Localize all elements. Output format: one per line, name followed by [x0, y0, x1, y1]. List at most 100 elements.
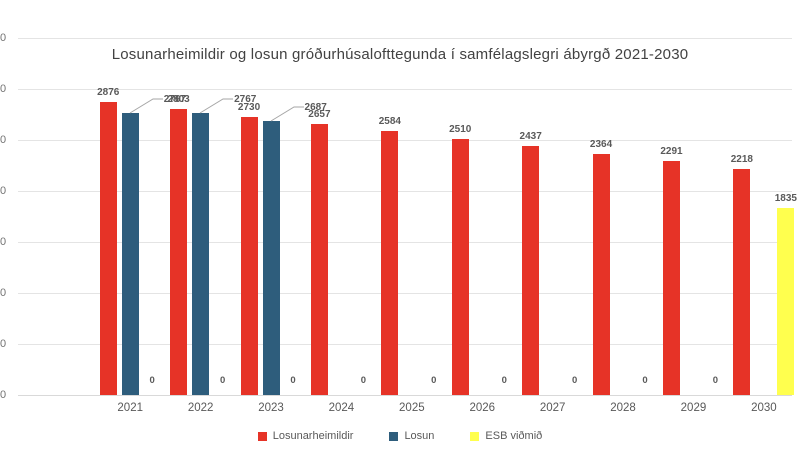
legend-item-losunarheimildir[interactable]: Losunarheimildir: [257, 430, 354, 442]
slot-losun: 2767: [192, 38, 256, 395]
slot-losun: [474, 38, 491, 395]
bar-losunarheimildir[interactable]: [381, 131, 399, 395]
slot-esb-viðmið: 0: [285, 38, 302, 395]
x-axis-label-2029: 2029: [680, 402, 707, 414]
data-label-zero: 0: [290, 375, 296, 386]
data-label: 2218: [730, 153, 753, 165]
x-axis-label-2025: 2025: [399, 402, 425, 414]
x-axis-label-2023: 2023: [258, 402, 284, 414]
y-axis-tick-label: 0: [0, 32, 7, 44]
slot-esb-viðmið: 1835: [774, 38, 797, 395]
gridline: [18, 344, 792, 345]
gridline: [18, 242, 792, 243]
data-label: 1835: [774, 192, 797, 204]
data-label-zero: 0: [360, 375, 367, 386]
bar-group-2026: 2510 0: [447, 38, 517, 395]
callout-leader-line: [270, 106, 304, 122]
slot-esb-viðmið: 0: [214, 38, 231, 395]
plot-area: 2876 2767 0 2803 2767 0 2730 2687 0 2657 0 2584 0 251…: [95, 38, 799, 395]
data-label-zero: 0: [431, 375, 437, 386]
legend-label: ESB viðmið: [485, 430, 543, 442]
bar-losunarheimildir[interactable]: [592, 153, 610, 395]
x-axis-label-2022: 2022: [187, 402, 214, 414]
y-axis-tick-label: 0: [0, 185, 7, 197]
slot-losun: 2767: [121, 38, 186, 395]
bar-group-2028: 2364 0: [588, 38, 658, 395]
bar-group-2029: 2291 0: [658, 38, 728, 395]
bar-group-2030: 2218 1835: [729, 38, 799, 395]
slot-losun: [333, 38, 350, 395]
data-label-zero: 0: [571, 375, 578, 386]
bar-losun[interactable]: [262, 120, 280, 395]
gridline: [18, 38, 792, 39]
y-axis-tick-label: 0: [0, 83, 7, 95]
slot-losun: [403, 38, 420, 395]
gridline: [18, 89, 792, 90]
legend-item-losun[interactable]: Losun: [389, 430, 434, 442]
chart-legend: Losunarheimildir Losun ESB viðmið: [0, 430, 800, 442]
slot-losunarheimildir: 2657: [308, 38, 331, 395]
slot-losunarheimildir: 2584: [379, 38, 401, 395]
x-axis-label-2030: 2030: [751, 402, 777, 414]
slot-losun: 2687: [262, 38, 327, 395]
bar-group-2022: 2803 2767 0: [165, 38, 256, 395]
x-axis-label-2028: 2028: [610, 402, 636, 414]
bar-losunarheimildir[interactable]: [451, 138, 469, 395]
y-axis-tick-label: 0: [0, 389, 7, 401]
data-label: 2767: [163, 93, 186, 105]
bar-losun[interactable]: [121, 112, 139, 395]
slot-losun: [615, 38, 632, 395]
data-label-zero: 0: [501, 375, 507, 386]
bar-losunarheimildir[interactable]: [733, 168, 751, 395]
data-label: 2876: [97, 86, 120, 98]
bar-losunarheimildir[interactable]: [99, 101, 117, 395]
gridline: [18, 191, 792, 192]
callout-leader-line: [199, 98, 234, 114]
slot-losunarheimildir: 2510: [449, 38, 472, 395]
bar-losunarheimildir[interactable]: [522, 146, 540, 395]
data-label: 2510: [449, 123, 472, 135]
bar-losunarheimildir[interactable]: [240, 116, 258, 395]
bar-group-2023: 2730 2687 0: [236, 38, 327, 395]
slot-losunarheimildir: 2364: [590, 38, 612, 395]
x-axis-label-2024: 2024: [328, 402, 355, 414]
gridline: [18, 293, 792, 294]
slot-losun: [544, 38, 561, 395]
y-axis-tick-label: 0: [0, 287, 7, 299]
legend-swatch-icon: [257, 431, 267, 441]
slot-losunarheimildir: 2218: [730, 38, 753, 395]
bar-group-2021: 2876 2767 0: [95, 38, 186, 395]
slot-losunarheimildir: 2437: [520, 38, 542, 395]
slot-esb-viðmið: 0: [425, 38, 442, 395]
data-label: 2767: [234, 93, 257, 105]
bar-losunarheimildir[interactable]: [170, 109, 188, 395]
bar-losun[interactable]: [192, 112, 210, 395]
data-label: 2291: [660, 146, 683, 158]
data-label: 2657: [308, 109, 331, 120]
x-axis-line: [18, 395, 792, 396]
data-label-zero: 0: [642, 375, 648, 386]
bar-group-2027: 2437 0: [517, 38, 587, 395]
slot-esb-viðmið: 0: [566, 38, 583, 395]
x-axis-label-2026: 2026: [469, 402, 496, 414]
slot-losunarheimildir: 2291: [660, 38, 683, 395]
slot-losunarheimildir: 2730: [238, 38, 260, 395]
bar-losunarheimildir[interactable]: [310, 124, 328, 395]
legend-label: Losunarheimildir: [272, 430, 354, 442]
data-label-zero: 0: [219, 375, 226, 386]
x-axis-label-2021: 2021: [117, 402, 143, 414]
slot-esb-viðmið: 0: [707, 38, 724, 395]
slot-losun: [755, 38, 772, 395]
slot-losun: [685, 38, 702, 395]
data-label: 2803: [167, 94, 190, 106]
slot-esb-viðmið: 0: [496, 38, 513, 395]
bar-esb-viðmið[interactable]: [777, 207, 795, 395]
legend-swatch-icon: [470, 431, 480, 441]
legend-swatch-icon: [389, 431, 399, 441]
legend-item-esb-viðmið[interactable]: ESB viðmið: [470, 430, 542, 442]
data-label: 2687: [304, 101, 327, 113]
x-axis-label-2027: 2027: [539, 402, 566, 414]
slot-esb-viðmið: 0: [144, 38, 161, 395]
bar-losunarheimildir[interactable]: [662, 161, 680, 395]
